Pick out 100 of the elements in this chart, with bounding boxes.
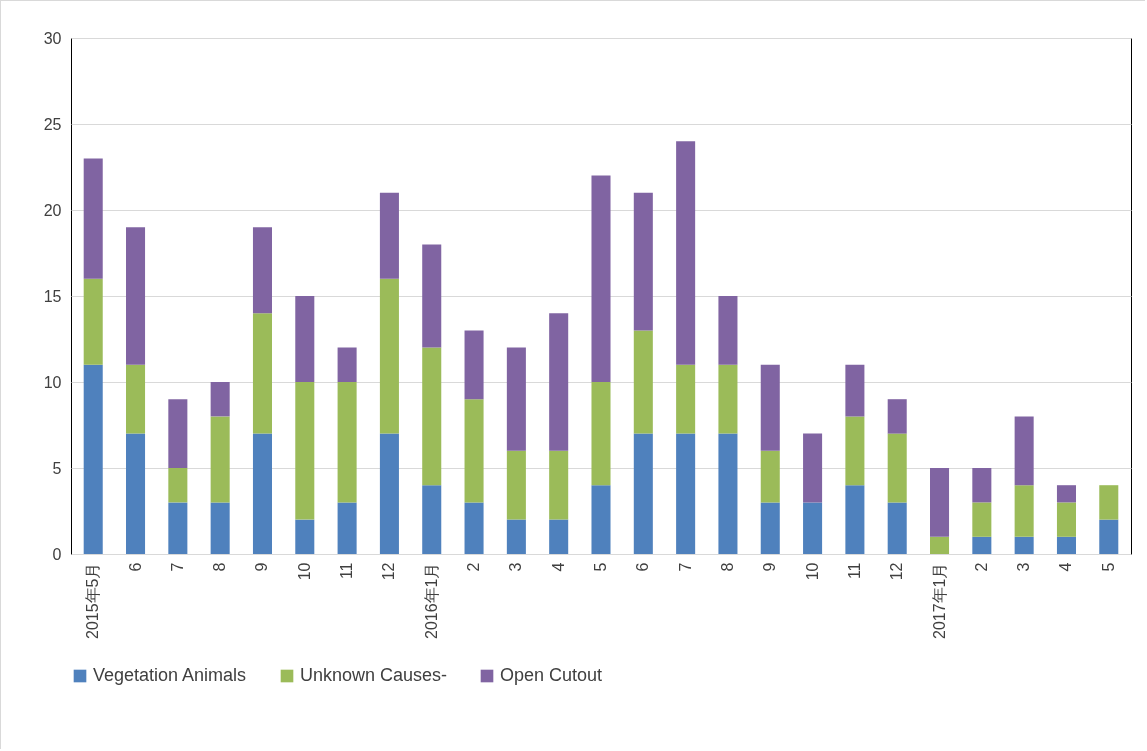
x-tick-label: 7 (168, 562, 186, 572)
bar (337, 382, 357, 503)
y-tick-label: 20 (43, 201, 62, 219)
y-tick-label: 10 (43, 373, 62, 391)
bar (887, 433, 907, 503)
bar (295, 296, 315, 382)
x-tick-label: 6 (634, 562, 652, 572)
bar (422, 244, 442, 348)
bar (972, 502, 992, 537)
bar (252, 227, 272, 314)
bar (83, 364, 103, 554)
bar (168, 468, 188, 503)
bar (295, 519, 315, 554)
bar (845, 416, 865, 486)
bar (930, 468, 950, 537)
bar (718, 433, 738, 554)
bar (549, 313, 569, 451)
y-tick-label: 5 (52, 459, 62, 477)
bar (252, 313, 272, 434)
bar (1056, 502, 1076, 537)
y-tick-label: 30 (43, 29, 62, 47)
x-tick-label: 5 (592, 562, 609, 572)
bar (252, 433, 272, 554)
bar (718, 364, 738, 434)
x-tick-label: 3 (507, 562, 525, 572)
bar (506, 519, 526, 554)
bar (760, 364, 780, 451)
bar (930, 536, 950, 554)
bar (676, 433, 696, 554)
legend-label: Open Cutout (500, 665, 603, 685)
x-tick-label: 12 (888, 562, 906, 581)
bar (633, 433, 653, 554)
bar (633, 330, 653, 434)
bar (422, 347, 442, 486)
x-tick-label: 7 (676, 562, 694, 572)
bar (379, 433, 399, 554)
x-tick-label: 2 (465, 562, 483, 572)
bar (591, 382, 611, 486)
bar (464, 399, 484, 503)
bar (337, 347, 357, 382)
bar (887, 502, 907, 554)
x-tick-label: 12 (380, 562, 398, 581)
bar (210, 382, 230, 417)
bar (1056, 485, 1076, 503)
bar (676, 141, 696, 365)
bar (168, 399, 188, 468)
bar (168, 502, 188, 554)
y-tick-label: 25 (43, 115, 62, 133)
bar (464, 330, 484, 400)
bar (803, 502, 823, 554)
bar (845, 364, 865, 417)
bar (506, 347, 526, 451)
x-tick-label: 6 (126, 562, 144, 572)
bar (549, 519, 569, 554)
bar (83, 278, 103, 365)
x-tick-label: 10 (295, 562, 313, 581)
bar (464, 502, 484, 554)
bar (83, 158, 103, 279)
bar (210, 502, 230, 554)
bar (887, 399, 907, 434)
bar (1014, 416, 1034, 486)
bar (676, 364, 696, 434)
legend-label: Vegetation Animals (93, 665, 247, 685)
x-tick-label: 5 (1099, 562, 1117, 572)
x-tick-label: 9 (253, 562, 271, 572)
bar (760, 450, 780, 503)
bar (803, 433, 823, 503)
x-tick-label: 11 (845, 562, 863, 580)
bar (379, 192, 399, 279)
bar (1056, 536, 1076, 554)
bar (591, 485, 611, 554)
bar (337, 502, 357, 554)
y-tick-label: 0 (52, 545, 62, 563)
bar (972, 468, 992, 503)
y-tick-label: 15 (43, 287, 62, 305)
bar (972, 536, 992, 554)
x-tick-label: 8 (718, 562, 736, 572)
x-tick-label: 4 (549, 562, 567, 572)
bar (845, 485, 865, 554)
x-tick-label: 2017年1月 (930, 562, 948, 639)
bar (633, 192, 653, 331)
bar (1099, 485, 1119, 520)
x-tick-label: 8 (211, 562, 229, 572)
bar (1014, 485, 1034, 537)
bar (126, 433, 146, 554)
bar (718, 296, 738, 365)
bar (126, 364, 146, 434)
legend-label: Unknown Causes- (300, 665, 448, 685)
x-tick-label: 2016年1月 (422, 562, 440, 639)
bar (379, 278, 399, 434)
x-tick-label: 4 (1057, 562, 1075, 572)
bar (1099, 519, 1119, 554)
bar (760, 502, 780, 554)
bar (422, 485, 442, 554)
x-tick-label: 9 (761, 562, 779, 572)
x-tick-label: 2 (972, 562, 990, 572)
x-tick-label: 2015年5月 (84, 562, 102, 639)
bar (295, 382, 315, 520)
bar (549, 450, 569, 520)
bar (1014, 536, 1034, 554)
